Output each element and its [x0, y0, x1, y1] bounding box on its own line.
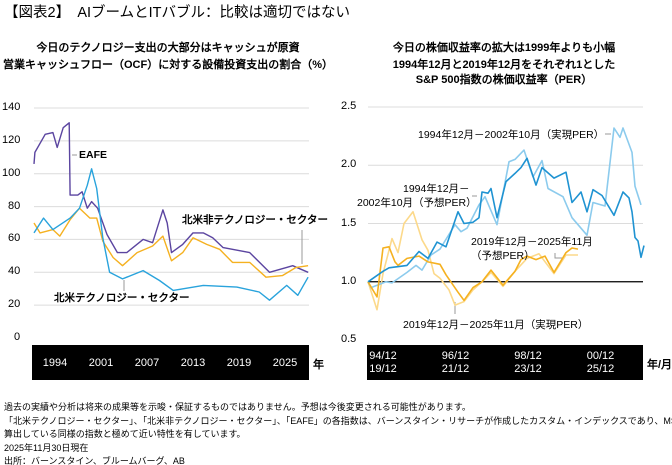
left-y-tick: 60	[8, 232, 21, 245]
right-x-tick-top: 94/12	[369, 350, 397, 362]
right-y-tick: 1.5	[341, 216, 357, 229]
right-x-tick-top: 96/12	[441, 350, 470, 362]
left-x-axis-bar	[32, 345, 309, 380]
left-y-tick: 40	[8, 265, 21, 278]
left-series-line-1	[33, 207, 309, 278]
left-x-tick: 2025	[272, 357, 298, 369]
label-eafe: EAFE	[79, 149, 108, 161]
right-series-line-1	[367, 127, 642, 289]
right-y-tick: 2.0	[341, 158, 357, 171]
right-y-tick: 2.5	[341, 100, 357, 112]
left-x-tick: 2001	[88, 357, 114, 369]
left-x-tick: 1994	[42, 357, 68, 369]
left-y-tick: 0	[14, 331, 21, 343]
left-series-line-2	[33, 168, 309, 301]
label-na-tech: 北米テクノロジー・セクター	[54, 292, 190, 304]
left-chart-title: 今日のテクノロジー支出の大部分はキャッシュが原資	[36, 42, 300, 54]
right-x-tick-bottom: 21/12	[441, 363, 470, 375]
left-chart-subtitle: 営業キャッシュフロー（OCF）に対する設備投資支出の割合（%）	[3, 59, 333, 71]
left-y-tick: 100	[2, 166, 21, 179]
label-fwd-1925-1: 2019年12月－2025年11月	[471, 236, 593, 248]
right-x-tick-top: 98/12	[514, 350, 542, 362]
left-y-tick: 20	[8, 298, 21, 311]
right-x-tick-top: 00/12	[586, 350, 615, 362]
right-series-line-2	[367, 246, 579, 302]
right-chart-title: 今日の株価収益率の拡大は1999年よりも小幅	[392, 42, 616, 54]
right-series-line-0	[367, 157, 645, 283]
label-fwd-1925-2: （予想PER）	[471, 250, 535, 262]
note-index-1: 「北米テクノロジー・セクター」、「北米非テクノロジー・セクター」、「EAFE」の…	[4, 416, 672, 426]
left-x-axis-unit: 年	[313, 359, 324, 371]
right-x-tick-bottom: 23/12	[514, 363, 542, 375]
figure-title: 【図表2】 AIブームとITバブル：比較は適切ではない	[4, 5, 350, 21]
left-y-tick: 80	[8, 199, 21, 212]
fwd-1925-leader-line	[554, 253, 563, 259]
right-x-axis-bar	[367, 345, 643, 380]
right-x-axis-unit: 年/月	[647, 359, 672, 371]
right-x-tick-bottom: 19/12	[369, 363, 397, 375]
note-disclaimer: 過去の実績や分析は将来の成果等を示唆・保証するものではありません。予想は今後変更…	[4, 402, 471, 412]
right-y-tick: 0.5	[341, 333, 357, 345]
right-x-tick-bottom: 25/12	[586, 363, 615, 375]
label-real-9402: 1994年12月－2002年10月（実現PER）	[418, 129, 605, 141]
right-y-tick: 1.0	[341, 274, 357, 287]
note-date: 2025年11月30日現在	[4, 443, 89, 453]
left-x-tick: 2013	[180, 357, 206, 369]
label-real-1925: 2019年12月－2025年11月（実現PER）	[403, 319, 589, 331]
left-series-line-0	[33, 122, 309, 273]
note-index-2: 算出している同様の指数と極めて近い特性を有しています。	[4, 429, 246, 439]
left-y-tick: 120	[2, 133, 21, 146]
note-source: 出所：バーンスタイン、ブルームバーグ、AB	[4, 456, 185, 465]
right-chart-subtitle-2: S&P 500指数の株価収益率（PER）	[415, 74, 593, 86]
left-x-tick: 2007	[134, 357, 160, 369]
left-x-tick: 2019	[226, 357, 252, 369]
label-fwd-9402-2: 2002年10月（予想PER）	[357, 197, 477, 209]
left-y-tick: 140	[2, 101, 21, 113]
label-fwd-9402-1: 1994年12月－	[403, 183, 470, 195]
right-chart-subtitle-1: 1994年12月と2019年12月をそれぞれ1とした	[392, 59, 616, 71]
label-na-non-tech: 北米非テクノロジー・セクター	[182, 214, 328, 226]
